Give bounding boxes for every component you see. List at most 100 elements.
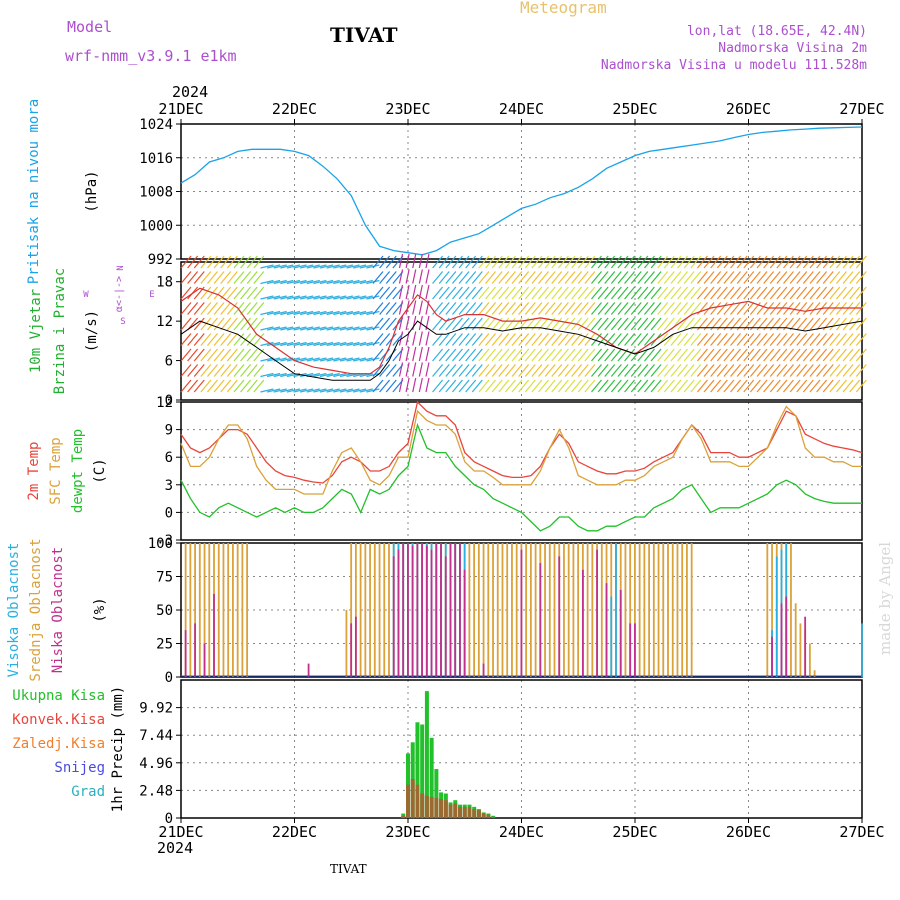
precip-legend-item: Snijeg: [54, 760, 105, 776]
precip-frozen-bar: [481, 813, 486, 818]
wind-barb: [723, 271, 735, 284]
precip-frozen-bar: [453, 803, 458, 818]
wind-barb: [385, 271, 397, 284]
wind-barb: [246, 286, 258, 300]
wind-barb: [498, 364, 510, 377]
wind-barb: [246, 364, 258, 377]
y-tick-label: 4.96: [139, 756, 173, 772]
wind-barb: [306, 264, 320, 269]
wind-barb: [465, 302, 477, 315]
cloud-bar: [373, 543, 376, 677]
wind-barb: [353, 357, 367, 362]
wind-barb: [604, 364, 616, 377]
wind-barb: [769, 333, 781, 346]
wind-barb: [438, 364, 450, 377]
wind-barb: [604, 286, 616, 300]
cloud-bar: [591, 543, 594, 677]
wind-barb: [193, 379, 205, 393]
wind-barb: [524, 333, 536, 346]
wind-barb: [180, 302, 192, 315]
cloud-bar: [529, 543, 532, 677]
wind-barb: [524, 348, 536, 362]
wind-barb: [796, 302, 808, 315]
wind-barb: [557, 379, 569, 393]
wind-barb: [610, 348, 622, 362]
wind-barb: [366, 372, 380, 378]
cloud-bar: [771, 636, 773, 677]
cloud-bar: [553, 543, 556, 677]
wind-barb: [379, 379, 391, 393]
y-tick-label: 0: [165, 670, 173, 686]
wind-barb: [293, 279, 307, 285]
cloud-bar: [397, 549, 400, 677]
wind-barb: [670, 333, 682, 346]
wind-barb: [180, 317, 192, 331]
top-date-label: 25DEC: [612, 100, 657, 118]
wind-barb: [557, 255, 569, 269]
wind-barb: [710, 333, 722, 346]
wind-barb: [226, 255, 238, 269]
wind-barb: [577, 286, 589, 300]
wind-barb: [213, 364, 225, 377]
cloud-bar: [444, 556, 447, 677]
wind-barb: [458, 333, 470, 346]
wind-barb: [286, 341, 301, 347]
wind-barb: [816, 317, 828, 331]
wind-barb: [180, 364, 192, 377]
wind-barb: [213, 302, 225, 315]
wind-barb: [326, 372, 340, 378]
wind-barb: [763, 348, 775, 362]
wind-barb: [829, 286, 841, 300]
wind-barb: [266, 310, 281, 316]
wind-barb: [637, 302, 649, 315]
wind-barb: [187, 364, 199, 377]
wind-barb: [670, 348, 682, 362]
wind-barb: [405, 300, 410, 315]
cloud-bar: [222, 543, 225, 677]
wind-barb: [610, 255, 622, 269]
wind-barb: [716, 286, 728, 300]
wind-barb: [650, 271, 662, 284]
wind-barb: [736, 364, 748, 377]
wind-barb: [385, 255, 397, 269]
wind-barb: [551, 364, 563, 377]
cloud-unit: (%): [92, 597, 108, 622]
y-tick-label: 6: [165, 450, 173, 466]
wind-barb: [366, 310, 380, 316]
top-date-label: 22DEC: [272, 100, 317, 118]
wind-barb: [571, 286, 583, 300]
cloud-bar: [425, 545, 428, 677]
precip-frozen-bar: [448, 804, 453, 818]
wind-barb: [504, 333, 516, 346]
wind-barb: [193, 348, 205, 362]
wind-barb: [180, 271, 192, 284]
wind-barb: [789, 379, 801, 393]
wind-barb: [432, 286, 444, 300]
wind-barb: [683, 379, 695, 393]
wind-barb: [564, 302, 576, 315]
wind-barb: [359, 295, 373, 300]
wind-barb: [233, 348, 245, 362]
wind-barb: [802, 255, 814, 269]
wind-barb: [730, 271, 741, 284]
wind-barb: [207, 255, 218, 269]
wind-barb: [478, 348, 490, 362]
cloud-bar: [515, 543, 518, 677]
wind-barb: [531, 364, 543, 377]
wind-barb: [491, 302, 503, 315]
wind-barb: [273, 295, 287, 300]
wind-barb: [379, 255, 391, 269]
cloud-bar: [354, 543, 357, 677]
wind-barb: [730, 348, 741, 362]
wind-barb: [643, 317, 655, 331]
wind-barb: [769, 255, 781, 269]
cloud-bar: [501, 543, 504, 677]
wind-barb: [531, 348, 543, 362]
wind-barb: [564, 379, 576, 393]
wind-barb: [432, 348, 444, 362]
wind-barb: [677, 333, 689, 346]
precip-total-bar: [429, 737, 434, 818]
wind-barb: [226, 286, 238, 300]
wind-barb: [405, 377, 410, 393]
